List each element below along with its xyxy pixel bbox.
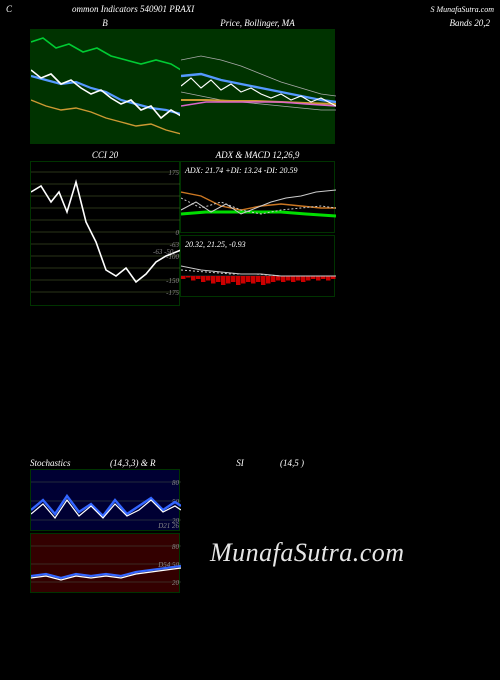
svg-text:-63 -50: -63 -50 xyxy=(153,248,174,256)
row1 xyxy=(0,29,500,144)
chart-adx-title: ADX & MACD 12,26,9 xyxy=(180,148,335,161)
row2-titles: CCI 20 ADX & MACD 12,26,9 xyxy=(0,148,500,161)
chart-stoch: 805020D21 26 xyxy=(30,469,180,531)
svg-text:-150: -150 xyxy=(166,277,179,285)
row2: 1750-63-100-150-175-63 -50 ADX: 21.74 +D… xyxy=(0,161,500,306)
watermark-text: MunafaSutra.com xyxy=(210,538,405,568)
row3-titles: Stochastics (14,3,3) & R SI (14,5 ) xyxy=(0,456,500,469)
row3: 805020D21 26 80D54 5020 xyxy=(0,469,500,593)
svg-text:D21 26: D21 26 xyxy=(157,522,179,530)
svg-text:-175: -175 xyxy=(166,289,179,297)
chart-macd: 20.32, 21.25, -0.93 xyxy=(180,235,335,297)
chart-price xyxy=(180,29,335,144)
bands-label: Bands 20,2 xyxy=(335,16,500,29)
svg-text:80: 80 xyxy=(172,479,180,487)
header-mid: ommon Indicators 540901 PRAXI xyxy=(12,4,430,14)
page-header: C ommon Indicators 540901 PRAXI S Munafa… xyxy=(0,0,500,16)
si-title: SI xyxy=(200,458,280,468)
chart-price-title: Price, Bollinger, MA xyxy=(180,16,335,29)
chart-cci: 1750-63-100-150-175-63 -50 xyxy=(30,161,180,306)
chart-b xyxy=(30,29,180,144)
page: C ommon Indicators 540901 PRAXI S Munafa… xyxy=(0,0,500,680)
svg-text:80: 80 xyxy=(172,543,180,551)
svg-text:0: 0 xyxy=(176,229,180,237)
si-params: (14,5 ) xyxy=(280,458,492,468)
stoch-title: Stochastics xyxy=(30,458,110,468)
row1-titles: B Price, Bollinger, MA Bands 20,2 xyxy=(0,16,500,29)
chart-b-title: B xyxy=(30,16,180,29)
svg-text:20.32, 21.25, -0.93: 20.32, 21.25, -0.93 xyxy=(185,240,246,249)
chart-cci-title: CCI 20 xyxy=(30,148,180,161)
svg-text:ADX: 21.74 +DI: 13.24 -DI:: ADX: 21.74 +DI: 13.24 -DI: 20.59 xyxy=(184,166,298,175)
header-right: S MunafaSutra.com xyxy=(430,5,494,14)
gap xyxy=(0,306,500,456)
svg-text:20: 20 xyxy=(172,579,180,587)
chart-rsi: 80D54 5020 xyxy=(30,533,180,593)
chart-adx: ADX: 21.74 +DI: 13.24 -DI: 20.59 xyxy=(180,161,335,233)
svg-text:175: 175 xyxy=(169,169,180,177)
stoch-params: (14,3,3) & R xyxy=(110,458,200,468)
